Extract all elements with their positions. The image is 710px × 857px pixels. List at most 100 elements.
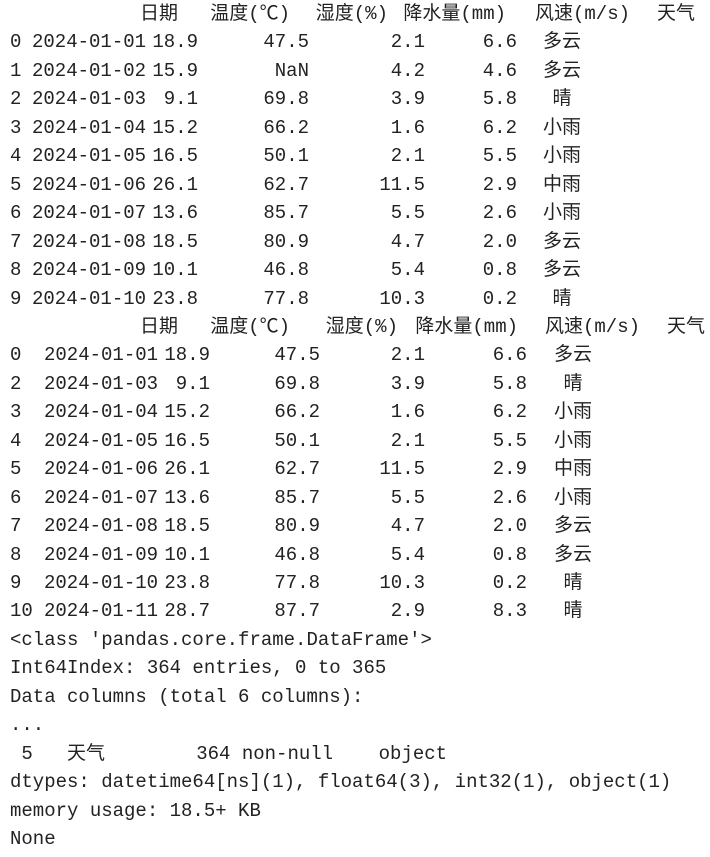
humidity: NaN [274,59,309,82]
temperature: 9.1 [163,88,198,111]
wind-speed: 5.8 [492,372,527,395]
row-index: 10 [10,600,33,623]
weather: 小雨 [542,202,581,225]
temperature: 23.8 [152,287,198,310]
date: 2024-01-01 [44,344,159,367]
date: 2024-01-04 [32,116,147,139]
temperature: 9.1 [175,372,210,395]
column-header: 湿度(%) [325,315,398,338]
row-index: 4 [10,145,22,168]
humidity: 77.8 [263,287,309,310]
column-header: 温度(℃) [210,3,290,25]
weather: 晴 [552,88,572,111]
date: 2024-01-06 [32,173,147,196]
date: 2024-01-07 [44,486,159,509]
precipitation: 5.4 [390,543,425,566]
wind-speed: 6.6 [482,31,517,54]
row-index: 9 [10,287,22,310]
date: 2024-01-06 [44,458,159,481]
row-index: 5 [10,458,22,481]
weather: 小雨 [553,429,592,452]
precipitation: 2.1 [390,344,425,367]
temperature: 10.1 [152,259,198,282]
row-index: 2 [10,372,22,395]
info-line: ... [10,714,45,737]
date: 2024-01-09 [44,543,159,566]
column-header: 温度(℃) [210,315,290,338]
humidity: 69.8 [263,88,309,111]
temperature: 15.2 [164,401,210,424]
weather: 多云 [553,515,592,538]
humidity: 50.1 [274,429,320,452]
date: 2024-01-03 [44,372,159,395]
column-header: 降水量(mm) [403,3,506,25]
precipitation: 3.9 [390,372,425,395]
row-index: 7 [10,230,22,253]
info-line: <class 'pandas.core.frame.DataFrame'> [10,628,432,651]
precipitation: 1.6 [390,401,425,424]
weather: 多云 [553,543,592,566]
date: 2024-01-05 [44,429,159,452]
column-header: 风速(m/s) [534,3,630,25]
wind-speed: 8.3 [492,600,527,623]
precipitation: 2.9 [390,600,425,623]
wind-speed: 2.9 [492,458,527,481]
date: 2024-01-11 [44,600,159,623]
precipitation: 5.5 [390,486,425,509]
temperature: 18.9 [152,31,198,54]
date: 2024-01-08 [44,515,159,538]
weather: 晴 [563,600,583,623]
weather: 多云 [553,344,592,367]
temperature: 26.1 [164,458,210,481]
humidity: 47.5 [274,344,320,367]
humidity: 85.7 [263,202,309,225]
humidity: 47.5 [263,31,309,54]
humidity: 80.9 [263,230,309,253]
weather: 多云 [542,259,581,282]
row-index: 8 [10,543,22,566]
precipitation: 10.3 [379,287,425,310]
humidity: 62.7 [274,458,320,481]
temperature: 28.7 [164,600,210,623]
precipitation: 10.3 [379,572,425,594]
weather: 小雨 [542,145,581,168]
info-line: 5 天气 364 non-null object [10,742,448,765]
row-index: 0 [10,344,22,367]
wind-speed: 2.6 [482,202,517,225]
row-index: 6 [10,486,22,509]
temperature: 16.5 [164,429,210,452]
weather: 小雨 [542,116,581,139]
row-index: 5 [10,173,22,196]
weather: 晴 [563,372,583,395]
date: 2024-01-10 [32,287,147,310]
temperature: 15.2 [152,116,198,139]
wind-speed: 5.8 [482,88,517,111]
info-line: Data columns (total 6 columns): [10,685,364,708]
date: 2024-01-08 [32,230,147,253]
weather: 小雨 [553,401,592,424]
row-index: 3 [10,401,22,424]
info-line: Int64Index: 364 entries, 0 to 365 [10,657,387,680]
column-header: 风速(m/s) [544,315,640,338]
humidity: 62.7 [263,173,309,196]
weather: 中雨 [553,458,592,481]
column-header: 日期 [139,3,178,25]
humidity: 46.8 [263,259,309,282]
wind-speed: 6.6 [492,344,527,367]
info-line: memory usage: 18.5+ KB [10,799,261,822]
wind-speed: 5.5 [482,145,517,168]
wind-speed: 0.2 [492,572,527,594]
row-index: 3 [10,116,22,139]
humidity: 50.1 [263,145,309,168]
date: 2024-01-05 [32,145,147,168]
date: 2024-01-01 [32,31,147,54]
column-header: 降水量(mm) [415,315,518,338]
precipitation: 3.9 [390,88,425,111]
precipitation: 5.5 [390,202,425,225]
row-index: 1 [10,59,22,82]
wind-speed: 0.2 [482,287,517,310]
column-header: 湿度(%) [315,3,388,25]
weather: 晴 [563,572,583,594]
wind-speed: 2.6 [492,486,527,509]
